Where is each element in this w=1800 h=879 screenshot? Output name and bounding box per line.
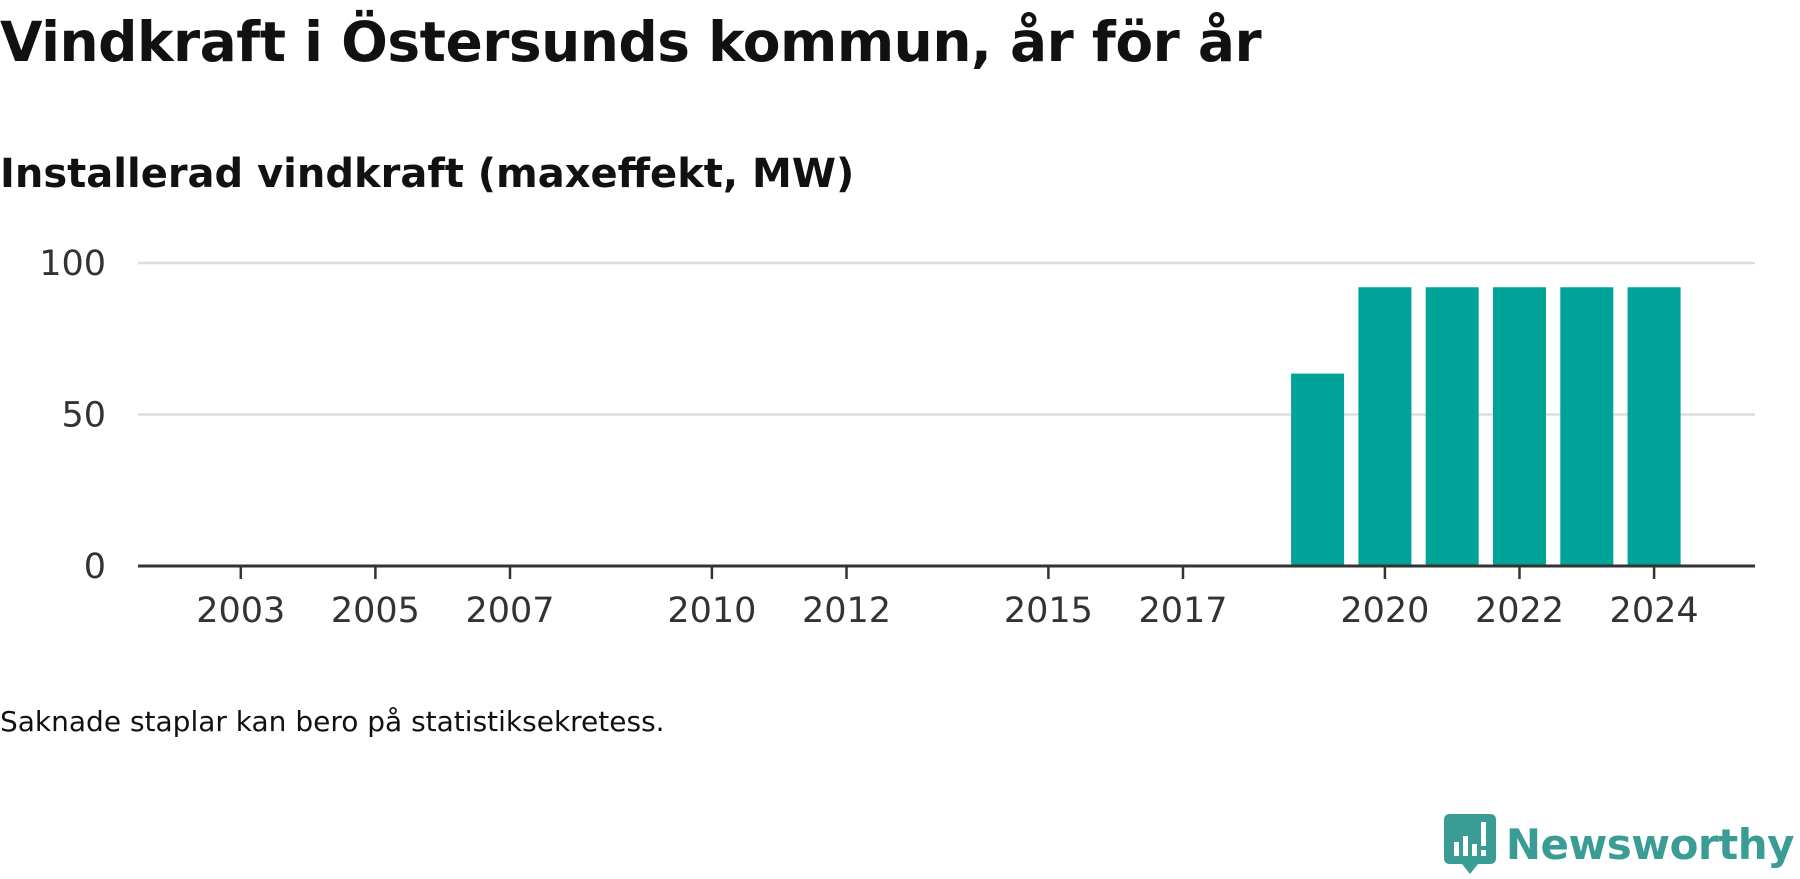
bar [1627, 287, 1681, 566]
x-tick-label: 2017 [1138, 591, 1227, 631]
x-tick-label: 2007 [465, 591, 554, 631]
y-tick-label: 50 [61, 396, 106, 436]
x-tick-label: 2020 [1340, 591, 1429, 631]
bars [1291, 287, 1681, 566]
brand-name: Newsworthy [1505, 819, 1795, 869]
y-tick-label: 100 [39, 244, 106, 284]
bar [1291, 373, 1345, 566]
brand-logo[interactable]: Newsworthy [1443, 814, 1795, 874]
footnote: Saknade staplar kan bero på statistiksek… [0, 705, 665, 738]
y-tick-label: 0 [84, 547, 106, 587]
x-tick-label: 2003 [196, 591, 285, 631]
bar-chart: 0 50 100 2003 2005 2007 2010 2012 2015 2017 2020 20… [39, 244, 1755, 631]
gridlines [138, 261, 1755, 416]
x-tick-label: 2022 [1475, 591, 1564, 631]
chart-title: Vindkraft i Östersunds kommun, år för år [0, 10, 1262, 74]
bar [1560, 287, 1614, 566]
bar [1358, 287, 1412, 566]
tick-labels: 0 50 100 2003 2005 2007 2010 2012 2015 2017 2020 20… [39, 244, 1698, 631]
x-tick-label: 2010 [667, 591, 756, 631]
x-tick-label: 2024 [1610, 591, 1699, 631]
x-tick-label: 2015 [1004, 591, 1093, 631]
x-tick-label: 2005 [331, 591, 420, 631]
chart-subtitle: Installerad vindkraft (maxeffekt, MW) [0, 151, 855, 197]
axes [138, 564, 1755, 579]
bar [1493, 287, 1546, 566]
newsworthy-logo-icon [1443, 814, 1496, 874]
x-tick-label: 2012 [802, 591, 891, 631]
bar [1425, 287, 1479, 566]
